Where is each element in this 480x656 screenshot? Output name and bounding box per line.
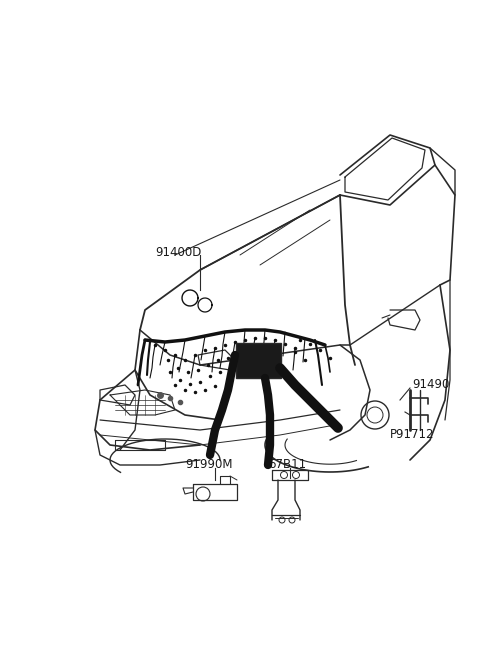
Text: 91400D: 91400D: [155, 245, 202, 258]
Text: P91712: P91712: [390, 428, 434, 441]
Text: 67B11: 67B11: [268, 457, 306, 470]
Bar: [236, 342, 280, 377]
Text: 91990M: 91990M: [185, 457, 232, 470]
Text: 91490: 91490: [412, 379, 449, 392]
